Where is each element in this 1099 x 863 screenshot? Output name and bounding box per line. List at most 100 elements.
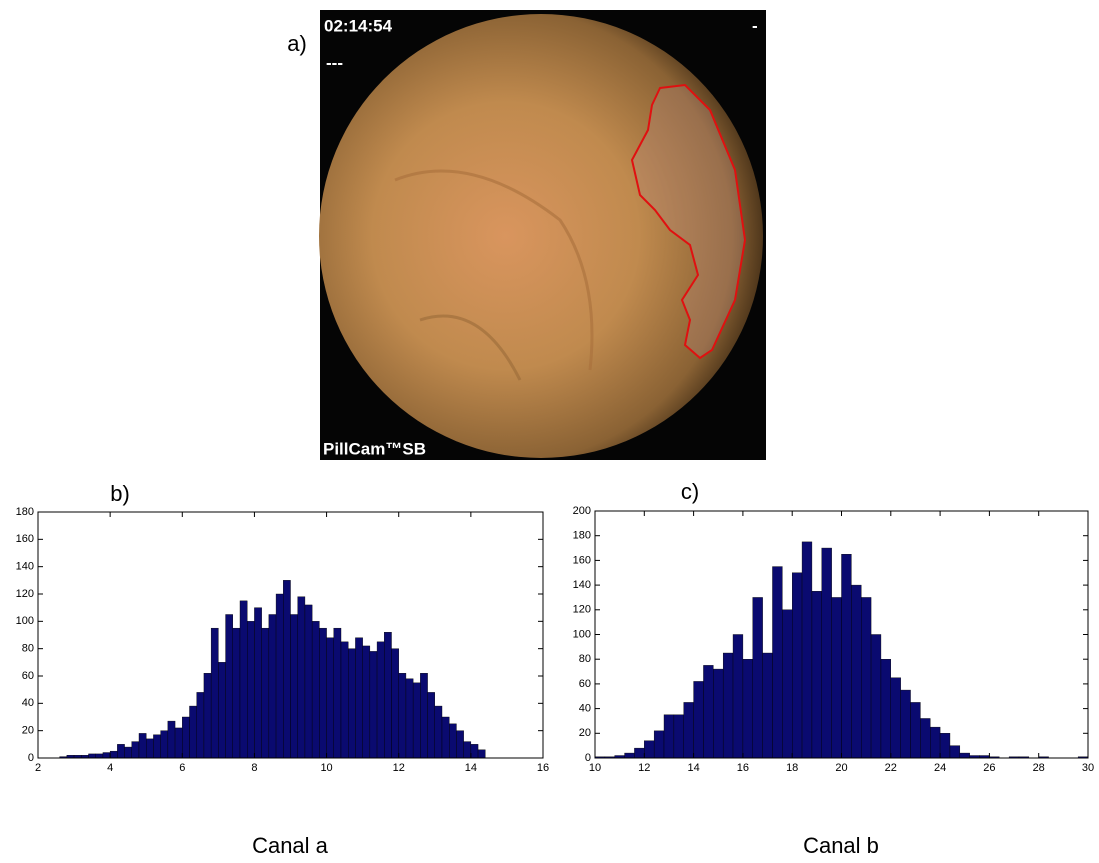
bar — [398, 673, 407, 759]
x-tick-label: 28 — [1033, 762, 1045, 774]
bar — [644, 740, 655, 759]
y-tick-label: 0 — [28, 752, 34, 764]
bar — [218, 662, 226, 759]
bar — [311, 621, 320, 759]
timestamp: 02:14:54 — [324, 16, 393, 35]
panel-label: c) — [681, 479, 699, 504]
bar — [861, 597, 872, 759]
bar — [304, 604, 313, 759]
bar — [88, 753, 96, 759]
bar — [910, 702, 921, 759]
bar — [348, 648, 356, 759]
panel-label: a) — [287, 31, 307, 56]
bar — [920, 718, 931, 759]
panel-label: b) — [110, 481, 130, 506]
x-tick-label: 12 — [638, 762, 650, 774]
bar — [930, 726, 941, 759]
bar — [742, 659, 753, 759]
bar — [477, 749, 486, 759]
bar — [182, 716, 190, 759]
bar — [420, 673, 428, 759]
x-tick-label: 4 — [107, 762, 113, 774]
overlay-text: - — [752, 16, 758, 35]
bar — [673, 714, 684, 759]
bar — [900, 689, 911, 759]
bar — [254, 607, 262, 759]
tissue-fold — [419, 314, 522, 381]
bar — [772, 566, 783, 759]
x-tick-label: 8 — [251, 762, 257, 774]
bar — [851, 584, 862, 759]
x-tick-label: 16 — [737, 762, 749, 774]
bar — [821, 547, 832, 759]
bar — [405, 678, 414, 759]
y-tick-label: 80 — [579, 653, 591, 665]
bar — [102, 752, 111, 759]
bar — [109, 750, 118, 759]
x-axis-label: Canal a — [252, 833, 329, 858]
bar — [782, 609, 793, 759]
tissue-fold — [394, 169, 594, 371]
bar — [174, 727, 183, 759]
bar — [117, 744, 125, 759]
bar — [663, 714, 675, 759]
bar — [131, 741, 140, 759]
y-tick-label: 100 — [16, 615, 34, 627]
y-tick-label: 160 — [573, 554, 591, 566]
bar — [762, 652, 773, 759]
bar — [470, 744, 479, 759]
brand: PillCam™SB — [323, 439, 426, 458]
bar — [811, 591, 822, 759]
y-tick-label: 120 — [573, 604, 591, 616]
bar — [333, 627, 342, 759]
bar — [456, 730, 464, 759]
bar — [376, 641, 385, 759]
bar — [939, 733, 951, 759]
y-tick-label: 40 — [579, 703, 591, 715]
bar — [841, 554, 852, 759]
x-tick-label: 26 — [983, 762, 995, 774]
bar — [124, 746, 132, 759]
bar — [189, 705, 197, 759]
x-tick-label: 6 — [179, 762, 185, 774]
bar — [427, 692, 435, 759]
bar — [290, 614, 298, 759]
bar — [196, 692, 205, 759]
bar — [890, 677, 901, 759]
y-tick-label: 120 — [16, 588, 34, 600]
bar — [683, 702, 694, 759]
bar — [167, 720, 176, 759]
x-tick-label: 14 — [687, 762, 699, 774]
x-tick-label: 2 — [35, 762, 41, 774]
bar — [624, 752, 635, 759]
bar — [275, 593, 284, 759]
y-tick-label: 0 — [585, 752, 591, 764]
y-tick-label: 80 — [22, 643, 34, 655]
x-tick-label: 24 — [934, 762, 946, 774]
bar — [412, 682, 421, 759]
y-tick-label: 160 — [16, 533, 34, 545]
x-tick-label: 16 — [537, 762, 549, 774]
x-tick-label: 10 — [320, 762, 332, 774]
y-tick-label: 20 — [579, 727, 591, 739]
bar — [146, 738, 154, 759]
bar — [949, 745, 961, 759]
bar — [138, 733, 147, 759]
y-tick-label: 200 — [573, 505, 591, 517]
bar — [752, 597, 763, 759]
x-tick-label: 12 — [393, 762, 405, 774]
y-tick-label: 180 — [573, 530, 591, 542]
y-tick-label: 140 — [573, 579, 591, 591]
bar — [434, 705, 443, 759]
y-tick-label: 140 — [16, 561, 34, 573]
bar — [355, 637, 363, 759]
x-axis-label: Canal b — [803, 833, 879, 858]
x-tick-label: 10 — [589, 762, 601, 774]
bar — [634, 747, 645, 759]
bar — [441, 716, 450, 759]
x-tick-label: 20 — [835, 762, 847, 774]
bar — [870, 634, 882, 759]
bar — [880, 659, 892, 759]
bar — [693, 681, 704, 759]
